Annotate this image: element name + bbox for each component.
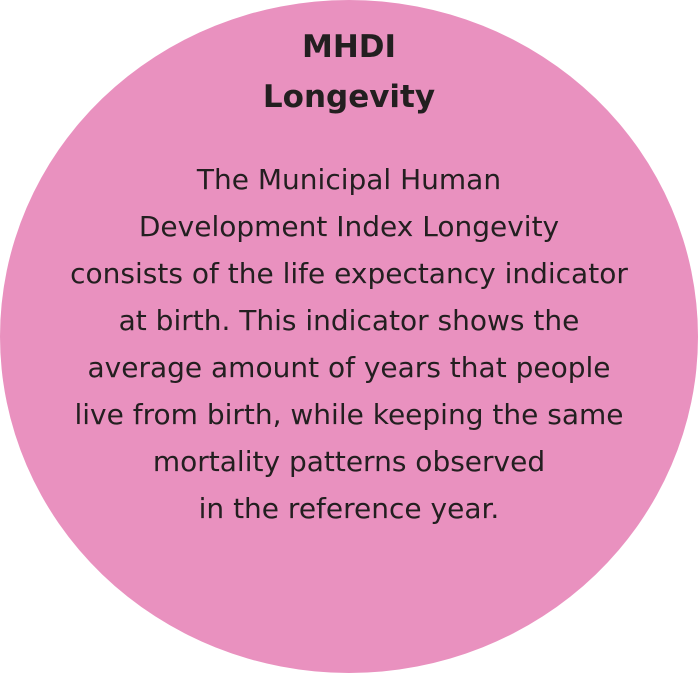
description-line: average amount of years that people: [87, 351, 611, 384]
description-line: live from birth, while keeping the same: [74, 398, 624, 431]
description-line: mortality patterns observed: [152, 445, 546, 478]
description-line: at birth. This indicator shows the: [118, 304, 580, 337]
card-title-line-1: MHDI: [301, 29, 397, 65]
description-line: in the reference year.: [198, 492, 500, 525]
description-line: consists of the life expectancy indicato…: [70, 257, 628, 290]
description-line: The Municipal Human: [196, 163, 502, 196]
description-line: Development Index Longevity: [138, 210, 560, 243]
card-description: The Municipal Human Development Index Lo…: [0, 156, 698, 532]
card-title-line-2: Longevity: [262, 79, 436, 115]
